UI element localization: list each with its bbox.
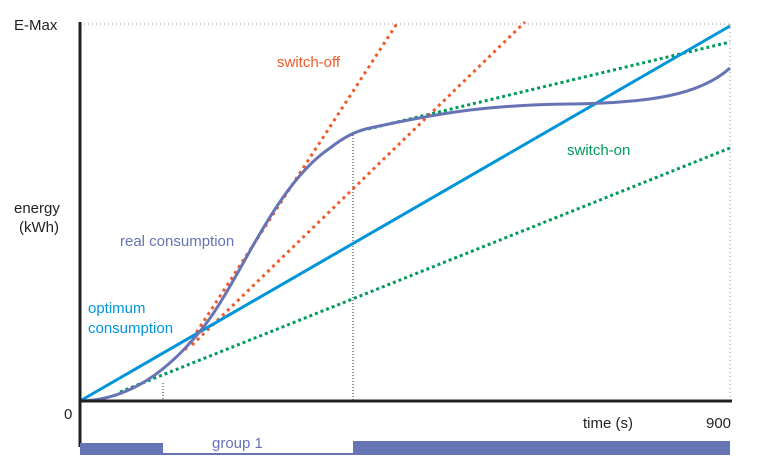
optimum-label-line1: optimum	[88, 300, 146, 317]
switch-on-line-1	[119, 146, 731, 394]
switch-off-label: switch-off	[277, 54, 341, 71]
optimum-consumption-line	[79, 24, 731, 403]
switch-off-line-1	[183, 21, 400, 351]
optimum-label-line2: consumption	[88, 320, 173, 337]
y-max-label: E-Max	[14, 17, 58, 34]
y-axis-label-line2: (kWh)	[19, 219, 59, 236]
x-axis-label: time (s)	[583, 415, 633, 432]
origin-label: 0	[64, 406, 72, 423]
switch-on-label: switch-on	[567, 142, 630, 159]
real-consumption-label: real consumption	[120, 233, 234, 250]
x-max-label: 900	[706, 415, 731, 432]
group-bar-segment-2	[353, 441, 730, 455]
y-axis-label-line1: energy	[14, 200, 60, 217]
real-consumption-curve	[79, 66, 732, 403]
group-bar-segment-1	[80, 443, 163, 455]
group-label: group 1	[212, 435, 263, 452]
switch-off-line-2	[190, 20, 527, 347]
